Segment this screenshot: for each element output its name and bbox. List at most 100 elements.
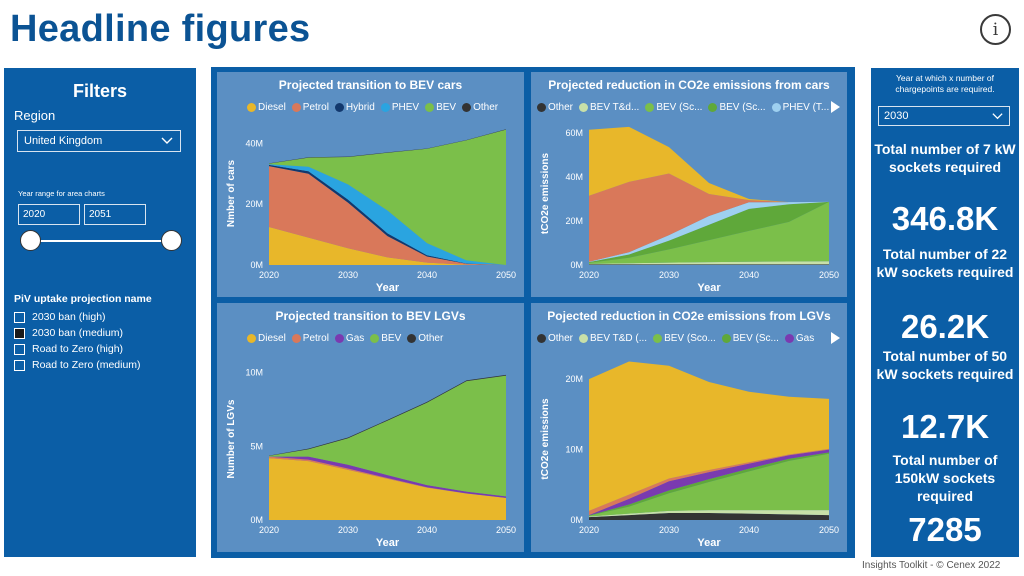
area-series-other[interactable] bbox=[589, 512, 829, 520]
legend-item[interactable]: BEV (Sc... bbox=[708, 102, 766, 113]
chart-plot: 0M 10M 20M 2020 2030 2040 2050 Year tCO2e emissi… bbox=[540, 361, 839, 549]
legend-label: Gas bbox=[345, 333, 365, 344]
legend-item[interactable]: Gas bbox=[784, 333, 815, 344]
chevron-down-icon bbox=[161, 137, 173, 144]
piv-projection-label: PiV uptake projection name bbox=[14, 293, 152, 305]
chart-legend: Other BEV T&D (... BEV (Sco... BEV (Sc... Ga… bbox=[537, 333, 820, 344]
legend-swatch bbox=[462, 103, 472, 112]
legend-label: Gas bbox=[795, 333, 815, 344]
chart-title: Projected transition to BEV LGVs bbox=[275, 309, 466, 323]
legend-item[interactable]: BEV (Sc... bbox=[645, 102, 702, 113]
area-series-bev[interactable] bbox=[269, 375, 506, 497]
x-axis-label: Year bbox=[697, 282, 721, 294]
stat-label-50kw: Total number of 50 kW sockets required bbox=[876, 348, 1014, 382]
y-axis-label: tCO2e emissions bbox=[540, 398, 551, 480]
legend-label: Petrol bbox=[302, 102, 329, 113]
legend-item[interactable]: BEV (Sco... bbox=[653, 333, 716, 344]
legend-item[interactable]: Other bbox=[537, 333, 573, 344]
legend-swatch bbox=[645, 103, 655, 112]
legend-item[interactable]: PHEV (T... bbox=[771, 102, 829, 113]
legend-swatch bbox=[537, 334, 546, 343]
chargepoint-year-value: 2030 bbox=[884, 110, 909, 122]
legend-swatch bbox=[784, 334, 794, 343]
stat-value-50kw: 12.7K bbox=[900, 408, 990, 445]
x-tick-label: 2030 bbox=[659, 270, 679, 280]
area-series-bev-t-d[interactable] bbox=[589, 261, 829, 265]
legend-item[interactable]: Gas bbox=[334, 333, 365, 344]
checkbox[interactable] bbox=[14, 343, 25, 355]
x-tick-label: 2050 bbox=[819, 270, 839, 280]
legend-next-arrow-icon[interactable] bbox=[829, 331, 841, 345]
legend-swatch bbox=[380, 103, 390, 112]
area-series-bev-sc[interactable] bbox=[589, 201, 829, 263]
area-series-diesel[interactable] bbox=[269, 458, 506, 520]
legend-item[interactable]: Other bbox=[462, 102, 498, 113]
legend-item[interactable]: BEV bbox=[370, 333, 401, 344]
region-dropdown[interactable]: United Kingdom bbox=[17, 130, 181, 152]
piv-option[interactable]: 2030 ban (medium) bbox=[14, 325, 141, 341]
chargepoint-year-dropdown[interactable]: 2030 bbox=[878, 106, 1010, 126]
checkbox[interactable] bbox=[14, 359, 25, 371]
x-axis-label: Year bbox=[697, 537, 721, 549]
piv-option[interactable]: Road to Zero (high) bbox=[14, 341, 141, 357]
legend-item[interactable]: BEV (Sc... bbox=[721, 333, 779, 344]
year-end-input[interactable]: 2051 bbox=[84, 204, 146, 225]
year-slider-track[interactable] bbox=[30, 240, 172, 242]
piv-option[interactable]: Road to Zero (medium) bbox=[14, 357, 141, 373]
footer-credit: Insights Toolkit - © Cenex 2022 bbox=[862, 560, 1001, 571]
area-series-bev[interactable] bbox=[269, 129, 506, 265]
area-series-petrol[interactable] bbox=[589, 173, 829, 262]
area-series-gas[interactable] bbox=[589, 449, 829, 516]
legend-item[interactable]: Other bbox=[407, 333, 443, 344]
area-series-bev-sco[interactable] bbox=[589, 453, 829, 517]
piv-option[interactable]: 2030 ban (high) bbox=[14, 309, 141, 325]
x-tick-label: 2030 bbox=[338, 270, 358, 280]
stat-label-7kw: Total number of 7 kW sockets required bbox=[874, 141, 1016, 175]
area-series-bev-sc[interactable] bbox=[589, 452, 829, 516]
legend-item[interactable]: Petrol bbox=[291, 333, 329, 344]
legend-item[interactable]: PHEV bbox=[380, 102, 419, 113]
area-series-phev-t[interactable] bbox=[589, 201, 829, 263]
area-series-diesel[interactable] bbox=[589, 126, 829, 203]
area-series-diesel[interactable] bbox=[589, 361, 829, 511]
area-series-phev[interactable] bbox=[269, 164, 506, 265]
area-series-gas[interactable] bbox=[269, 456, 506, 498]
area-series-bev-t-d[interactable] bbox=[589, 510, 829, 518]
legend-item[interactable]: BEV T&d... bbox=[579, 102, 639, 113]
x-tick-label: 2020 bbox=[579, 270, 599, 280]
legend-item[interactable]: BEV bbox=[425, 102, 456, 113]
legend-item[interactable]: Diesel bbox=[247, 333, 286, 344]
legend-swatch bbox=[407, 334, 417, 343]
x-tick-label: 2040 bbox=[739, 270, 759, 280]
info-icon[interactable]: i bbox=[980, 14, 1011, 45]
year-slider-start-handle[interactable] bbox=[20, 230, 41, 251]
legend-item[interactable]: Hybrid bbox=[334, 102, 375, 113]
chart-bev-lgvs: Projected transition to BEV LGVs Diesel Pe… bbox=[217, 303, 524, 552]
stat-value-150kw: 7285 bbox=[908, 511, 982, 548]
area-series-petrol[interactable] bbox=[269, 166, 506, 265]
checkbox[interactable] bbox=[14, 311, 25, 323]
charts-container: Projected transition to BEV cars Diesel Pe… bbox=[211, 67, 855, 558]
legend-swatch bbox=[247, 103, 256, 112]
legend-swatch bbox=[334, 334, 344, 343]
legend-label: Other bbox=[418, 333, 444, 344]
piv-option-label: Road to Zero (high) bbox=[32, 343, 124, 355]
area-series-bev-sc[interactable] bbox=[589, 201, 829, 264]
checkbox-checked[interactable] bbox=[14, 327, 25, 339]
year-start-input[interactable]: 2020 bbox=[18, 204, 80, 225]
legend-item[interactable]: BEV T&D (... bbox=[579, 333, 647, 344]
legend-swatch bbox=[291, 334, 301, 343]
y-tick-label: 0M bbox=[250, 260, 263, 270]
area-series-other[interactable] bbox=[589, 264, 829, 265]
x-tick-label: 2030 bbox=[659, 525, 679, 535]
stat-value-7kw: 346.8K bbox=[891, 200, 999, 237]
legend-next-arrow-icon[interactable] bbox=[829, 100, 841, 114]
legend-item[interactable]: Petrol bbox=[291, 102, 329, 113]
x-tick-label: 2050 bbox=[496, 270, 516, 280]
chevron-down-icon bbox=[992, 113, 1003, 120]
legend-item[interactable]: Diesel bbox=[247, 102, 286, 113]
x-tick-label: 2020 bbox=[579, 525, 599, 535]
year-slider-end-handle[interactable] bbox=[161, 230, 182, 251]
legend-item[interactable]: Other bbox=[537, 102, 573, 113]
area-series-diesel[interactable] bbox=[269, 226, 506, 265]
